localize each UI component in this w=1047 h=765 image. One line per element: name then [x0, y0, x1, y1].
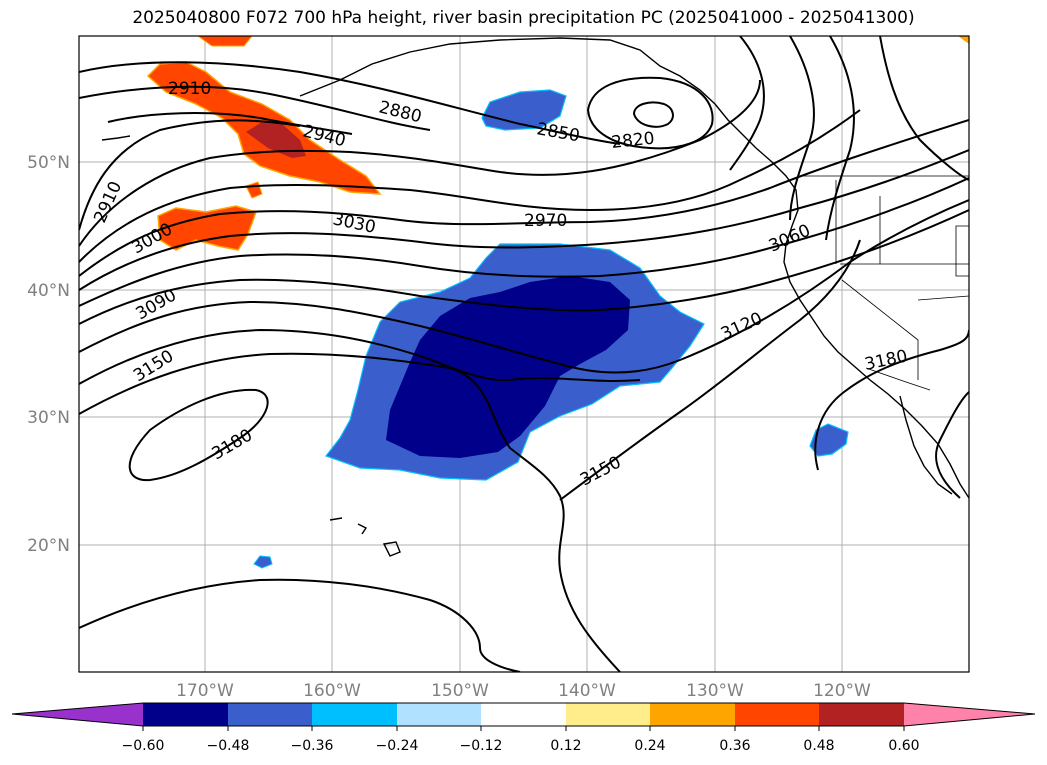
colorbar-tick-label: −0.48 [207, 738, 250, 754]
lon-label: 120°W [813, 681, 871, 701]
colorbar: −0.60 −0.48 −0.36 −0.24 −0.12 0.12 0.24 … [11, 702, 1036, 754]
lat-label: 40°N [27, 281, 70, 301]
map-frame [78, 35, 970, 673]
colorbar-tick-label: 0.12 [550, 738, 581, 754]
coastlines [101, 37, 969, 557]
precip-positive-speck [245, 181, 263, 199]
precip-positive-edge-top [197, 36, 253, 47]
colorbar-tick-label: 0.36 [719, 738, 750, 754]
colorbar-extend-low [12, 703, 143, 726]
colorbar-segment [312, 703, 397, 726]
colorbar-tick-label: −0.60 [122, 738, 165, 754]
colorbar-tick-label: 0.60 [888, 738, 919, 754]
colorbar-segment [481, 703, 566, 726]
lat-label: 50°N [27, 153, 70, 173]
lon-label: 170°W [176, 681, 234, 701]
colorbar-segment [735, 703, 819, 726]
colorbar-tick-label: −0.12 [460, 738, 503, 754]
contour-label: 3060 [766, 221, 814, 257]
latitude-labels: 50°N 40°N 30°N 20°N [27, 153, 70, 556]
colorbar-segment [143, 703, 228, 726]
precip-positive-core [246, 122, 306, 158]
colorbar-segment [566, 703, 650, 726]
lon-label: 160°W [303, 681, 361, 701]
colorbar-segment [397, 703, 481, 726]
colorbar-tick-label: −0.36 [291, 738, 334, 754]
colorbar-tick-label: 0.24 [634, 738, 665, 754]
contour-label: 3000 [129, 219, 176, 258]
precip-positive-edge-right [958, 36, 969, 44]
colorbar-tick-label: 0.48 [803, 738, 834, 754]
contour-label: 2820 [610, 129, 655, 153]
contour-label: 3180 [863, 346, 909, 375]
lon-label: 140°W [558, 681, 616, 701]
lon-label: 130°W [686, 681, 744, 701]
colorbar-segment [228, 703, 312, 726]
colorbar-tick-label: −0.24 [376, 738, 419, 754]
precip-strong-negative-core [386, 276, 630, 458]
longitude-labels: 170°W 160°W 150°W 140°W 130°W 120°W [176, 681, 871, 701]
precip-shading [146, 36, 969, 569]
contour-label: 2880 [377, 97, 424, 127]
map-title: 2025040800 F072 700 hPa height, river ba… [132, 8, 915, 28]
height-contours [79, 36, 969, 672]
colorbar-extend-high [904, 703, 1035, 726]
lat-label: 30°N [27, 408, 70, 428]
contour-label: 2850 [535, 119, 581, 146]
contour-label: 2970 [524, 211, 567, 231]
lon-label: 150°W [431, 681, 489, 701]
lat-label: 20°N [27, 536, 70, 556]
colorbar-segment [819, 703, 904, 726]
colorbar-segment [650, 703, 735, 726]
political-borders [800, 175, 969, 391]
contour-label: 3150 [577, 452, 625, 490]
contour-label: 3120 [718, 309, 766, 345]
contour-label: 3150 [130, 346, 177, 386]
precip-negative-speck [253, 555, 273, 569]
map-content: 2910 2940 2880 2850 2820 2910 3000 3030 … [79, 36, 969, 672]
contour-label: 2910 [168, 79, 211, 99]
contour-label: 3180 [209, 425, 256, 464]
